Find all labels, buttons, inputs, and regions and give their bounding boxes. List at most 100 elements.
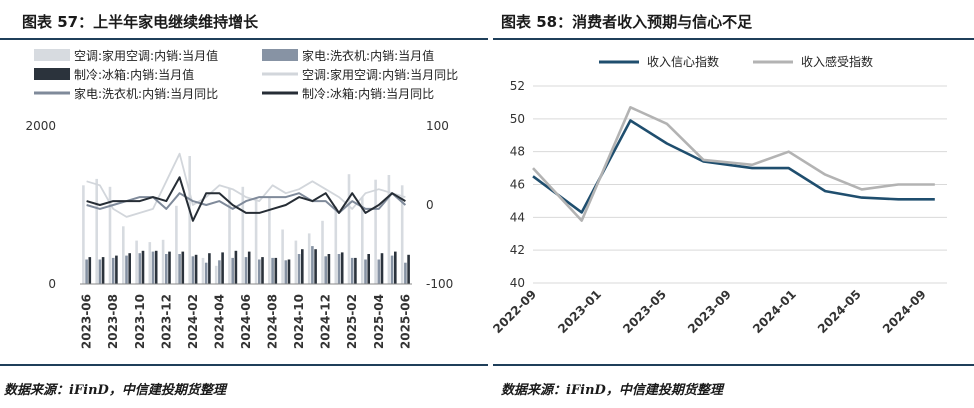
bar: [354, 257, 357, 284]
bar: [241, 186, 245, 284]
bar: [125, 255, 128, 284]
bar: [108, 186, 112, 284]
legend-label: 家电:洗衣机:内销:当月同比: [74, 86, 218, 101]
right-figure-title: 图表 58：消费者收入预期与信心不足: [501, 13, 753, 31]
bar: [247, 251, 251, 284]
left-source-note: 数据来源：iFinD，中信建投期货整理: [4, 383, 226, 398]
bar: [400, 185, 404, 285]
bar: [340, 252, 344, 284]
right-y-tick: 0: [426, 198, 434, 212]
bar: [95, 178, 98, 284]
bar: [181, 251, 185, 284]
legend-swatch-bar: [34, 68, 70, 80]
bar: [407, 254, 410, 284]
bar: [138, 253, 142, 284]
bar: [334, 206, 338, 284]
bar: [88, 257, 92, 284]
series-line: [86, 176, 406, 222]
bar: [390, 255, 394, 284]
left-y-tick: 0: [48, 277, 56, 291]
bar: [311, 246, 314, 284]
legend-label: 收入信心指数: [647, 54, 719, 69]
bar: [194, 254, 198, 284]
bar: [380, 253, 384, 284]
bar: [387, 175, 391, 284]
x-tick-label: 2024-05: [815, 287, 864, 336]
right-top-rule: [493, 38, 974, 40]
right-source-note: 数据来源：iFinD，中信建投期货整理: [501, 383, 723, 398]
bar: [168, 251, 171, 284]
bar: [347, 174, 351, 284]
legend-label: 空调:家用空调:内销:当月值: [74, 48, 218, 63]
x-tick-label: 2023-08: [106, 294, 120, 349]
y-tick-label: 40: [510, 276, 525, 290]
bar: [324, 256, 327, 284]
x-tick-label: 2025-04: [372, 294, 386, 349]
x-tick-label: 2024-08: [266, 294, 280, 349]
bar: [148, 242, 152, 284]
bar: [297, 254, 301, 284]
legend-label: 空调:家用空调:内销:当月同比: [302, 67, 458, 82]
bar: [175, 205, 178, 284]
bar: [261, 257, 264, 284]
legend-label: 制冷:冰箱:内销:当月同比: [302, 86, 434, 101]
bar: [314, 249, 317, 284]
bar: [101, 257, 105, 284]
bar: [268, 197, 271, 284]
y-tick-label: 50: [510, 112, 525, 126]
bar: [244, 257, 248, 284]
bar: [294, 240, 298, 284]
bar: [274, 257, 278, 284]
legend-label: 收入感受指数: [801, 54, 873, 69]
series-line: [86, 192, 407, 214]
bar: [271, 257, 274, 284]
bar: [128, 253, 131, 284]
bar: [98, 259, 102, 284]
bar: [161, 239, 165, 284]
y-tick-label: 44: [510, 210, 525, 224]
bar: [151, 251, 155, 284]
bar: [374, 179, 377, 284]
bar: [287, 259, 291, 284]
bar: [218, 260, 221, 284]
series-line: [86, 152, 406, 218]
bar: [284, 260, 288, 284]
bar: [201, 257, 205, 284]
y-tick-label: 42: [510, 243, 525, 257]
x-tick-label: 2024-12: [319, 294, 333, 349]
right-y-tick: 100: [426, 119, 449, 133]
legend-swatch-bar: [262, 49, 298, 61]
bar: [221, 252, 224, 284]
bar: [231, 257, 234, 284]
bar: [337, 254, 341, 284]
x-tick-label: 2023-06: [80, 294, 94, 349]
bar: [135, 240, 138, 284]
left-figure-title: 图表 57：上半年家电继续维持增长: [22, 13, 259, 31]
bar: [377, 259, 381, 284]
x-tick-label: 2023-05: [620, 287, 669, 336]
bar: [258, 259, 261, 284]
legend-swatch-bar: [34, 49, 70, 61]
legend-label: 制冷:冰箱:内销:当月值: [74, 67, 194, 82]
x-tick-label: 2024-04: [212, 294, 226, 349]
bar: [141, 250, 145, 284]
bar: [85, 259, 88, 284]
bar: [204, 262, 208, 284]
bar: [228, 188, 231, 284]
left-y-tick: 2000: [25, 119, 56, 133]
x-tick-label: 2023-12: [159, 294, 173, 349]
bar: [361, 197, 364, 284]
x-tick-label: 2025-06: [398, 294, 412, 349]
bar: [301, 249, 304, 284]
right-y-tick: -100: [426, 277, 453, 291]
legend-label: 家电:洗衣机:内销:当月值: [302, 48, 434, 63]
bar: [178, 254, 181, 284]
x-tick-label: 2023-09: [685, 287, 734, 336]
bar: [254, 198, 258, 284]
x-tick-label: 2024-09: [880, 287, 929, 336]
bar: [191, 256, 195, 284]
bar: [404, 262, 407, 284]
series-line: [532, 106, 935, 222]
left-top-rule: [0, 38, 488, 40]
